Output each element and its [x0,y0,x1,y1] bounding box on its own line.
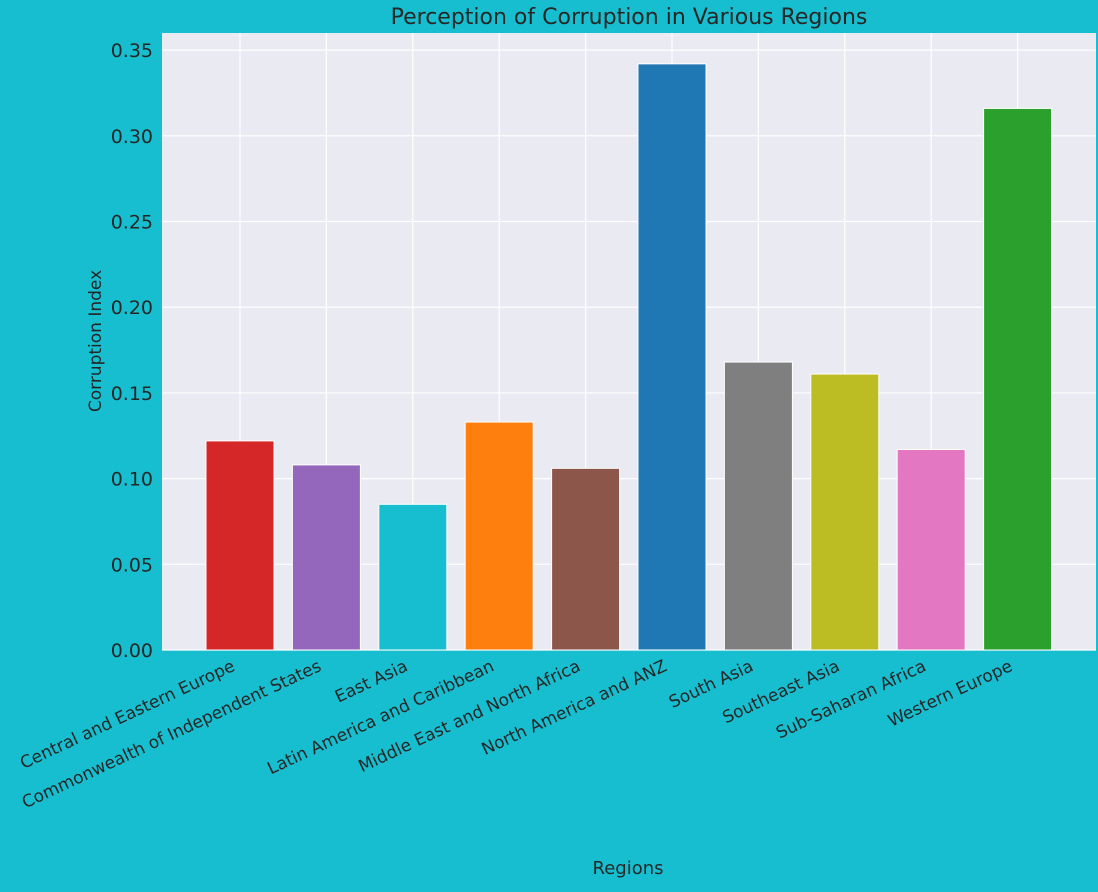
bar [464,421,534,651]
x-axis-label: Regions [593,858,664,879]
y-tick-label: 0.20 [111,297,153,319]
bar [378,503,448,651]
y-tick-label: 0.15 [111,383,153,405]
y-tick-label: 0.35 [111,40,153,62]
bars [205,63,1053,651]
bar [551,467,621,651]
bar [637,63,707,651]
chart-title: Perception of Corruption in Various Regi… [391,5,868,30]
bar [896,448,966,651]
bar [291,464,361,651]
x-tick-label: Sub-Saharan Africa [773,656,929,743]
bar [723,361,793,651]
y-axis-label: Corruption Index [86,270,106,412]
y-tick-label: 0.30 [111,126,153,148]
y-tick-labels: 0.00 0.05 0.10 0.15 0.20 0.25 0.30 0.35 [111,40,153,662]
bar [810,373,880,651]
y-tick-label: 0.10 [111,469,153,491]
y-tick-label: 0.00 [111,640,153,662]
y-tick-label: 0.25 [111,212,153,234]
bar [205,440,275,651]
bar [983,107,1053,651]
y-tick-label: 0.05 [111,554,153,576]
